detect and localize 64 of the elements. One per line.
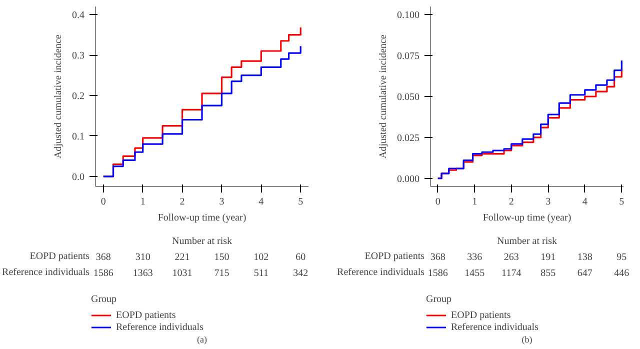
text: Number at risk	[497, 236, 558, 247]
x-tick-label: 2	[180, 196, 185, 208]
text: 855	[540, 268, 556, 279]
text: 95	[616, 252, 627, 263]
text: (b)	[522, 334, 532, 344]
y-tick-label: 0.0	[72, 172, 84, 183]
y-axis-title: Adjusted cumulative incidence	[53, 34, 64, 158]
x-tick-label: 5	[298, 196, 304, 208]
text: 368	[96, 252, 111, 263]
y-tick-label: 0.2	[72, 90, 84, 102]
text: Reference individuals	[337, 267, 425, 278]
y-tick-label: 0.025	[397, 132, 420, 144]
y-tick-label: 0.100	[397, 10, 420, 22]
y-tick-label: 0.000	[397, 174, 420, 185]
text: Number at risk	[172, 236, 232, 247]
text: 715	[214, 268, 230, 279]
x-tick-label: 1	[472, 196, 478, 208]
text: 310	[135, 252, 150, 263]
text: 446	[614, 268, 630, 279]
text: 263	[504, 252, 519, 263]
legend-label: EOPD patients	[451, 309, 511, 321]
legend-title: Group	[426, 294, 453, 305]
x-tick-label: 0	[100, 196, 106, 208]
text: Reference individuals	[2, 267, 90, 278]
text: 60	[296, 252, 306, 263]
text: EOPD patients	[364, 251, 425, 262]
text: 1174	[502, 268, 522, 279]
legend-label: EOPD patients	[116, 309, 176, 321]
text: 368	[430, 252, 446, 263]
text: (a)	[197, 334, 208, 344]
text: 647	[577, 268, 592, 279]
text: 1363	[132, 268, 153, 279]
text: 1455	[464, 268, 485, 279]
x-tick-label: 0	[435, 196, 440, 208]
x-tick-label: 5	[619, 196, 624, 208]
x-axis-title: Follow-up time (year)	[158, 212, 246, 224]
legend-label: Reference individuals	[116, 321, 204, 333]
y-tick-label: 0.4	[72, 10, 84, 22]
x-tick-label: 2	[508, 196, 514, 208]
text: 342	[293, 268, 308, 279]
text: 138	[577, 252, 592, 263]
x-tick-label: 3	[546, 196, 551, 208]
x-tick-label: 1	[140, 196, 146, 208]
y-axis-title: Adjusted cumulative incidence	[378, 34, 389, 158]
y-tick-label: 0.050	[397, 92, 420, 103]
legend-label: Reference individuals	[451, 321, 538, 333]
y-tick-label: 0.3	[72, 50, 84, 62]
x-tick-label: 4	[258, 196, 264, 208]
text: EOPD patients	[30, 251, 90, 262]
x-tick-label: 4	[582, 196, 588, 208]
text: 221	[174, 252, 190, 263]
text: 336	[467, 252, 482, 263]
y-tick-label: 0.075	[397, 51, 420, 62]
legend-title: Group	[91, 294, 118, 305]
text: 191	[540, 252, 556, 263]
x-tick-label: 3	[219, 196, 224, 208]
text: 511	[254, 268, 268, 279]
x-axis-title: Follow-up time (year)	[482, 212, 572, 224]
text: 102	[254, 252, 269, 263]
text: 1031	[172, 268, 192, 279]
y-tick-label: 0.1	[72, 131, 84, 142]
text: 1586	[93, 268, 114, 279]
text: 150	[214, 252, 230, 263]
text: 1586	[428, 268, 448, 279]
